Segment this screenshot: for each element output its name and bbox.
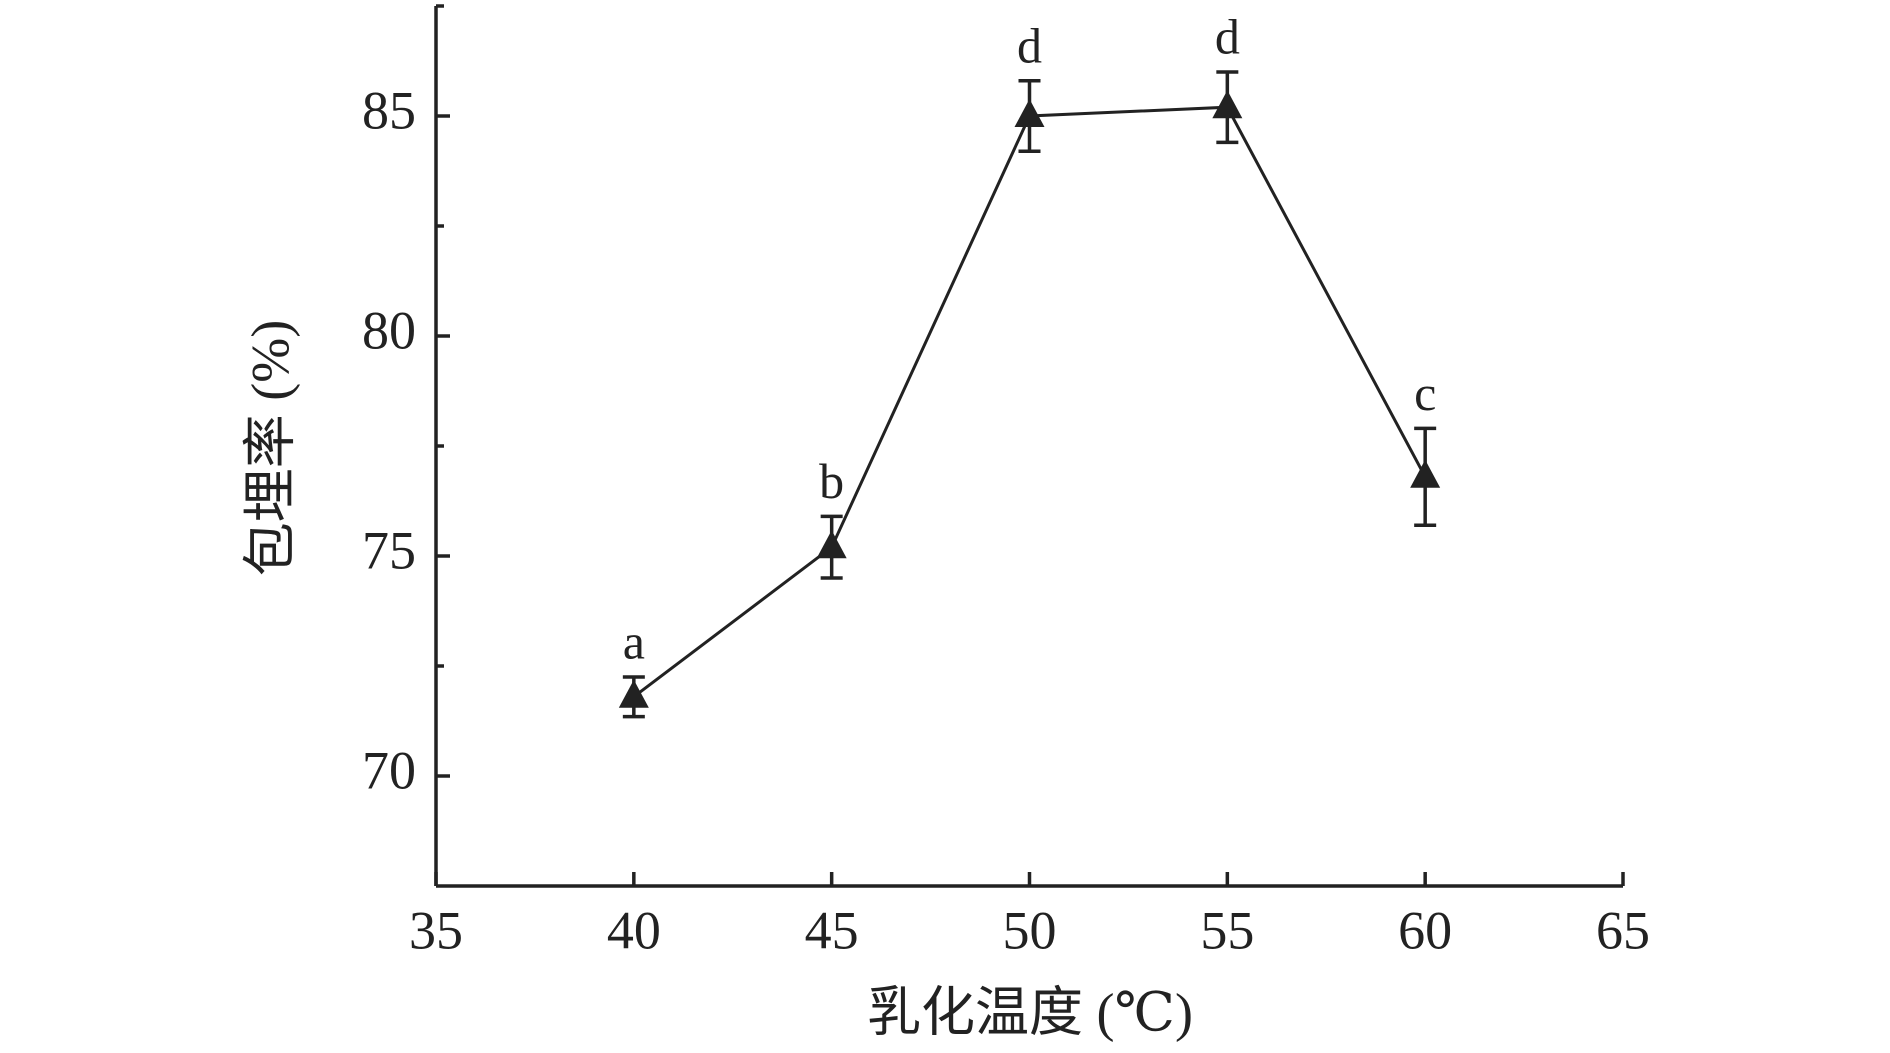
x-axis-label: 乳化温度 (℃) [867,982,1193,1042]
y-axis-label: 包埋率 (%) [240,320,300,576]
x-tick-label: 45 [805,900,859,960]
annotation: d [1017,17,1042,73]
y-tick-label: 70 [362,740,416,800]
y-tick-label: 75 [362,520,416,580]
data-line [632,105,1427,698]
data-point [1014,99,1045,127]
annotation: a [623,613,645,669]
x-tick-label: 35 [409,900,463,960]
data-point [1212,90,1243,119]
x-tick-label: 40 [607,900,661,960]
data-point [1410,459,1441,488]
y-tick-label: 80 [362,300,416,360]
annotation: c [1414,365,1436,421]
annotation: d [1215,8,1240,64]
x-tick-label: 60 [1398,900,1452,960]
data-point [816,530,847,559]
data-point [618,679,649,708]
annotation: b [819,453,844,509]
y-tick-label: 85 [362,80,416,140]
x-tick-label: 50 [1003,900,1057,960]
x-tick-label: 55 [1200,900,1254,960]
x-tick-label: 65 [1596,900,1650,960]
